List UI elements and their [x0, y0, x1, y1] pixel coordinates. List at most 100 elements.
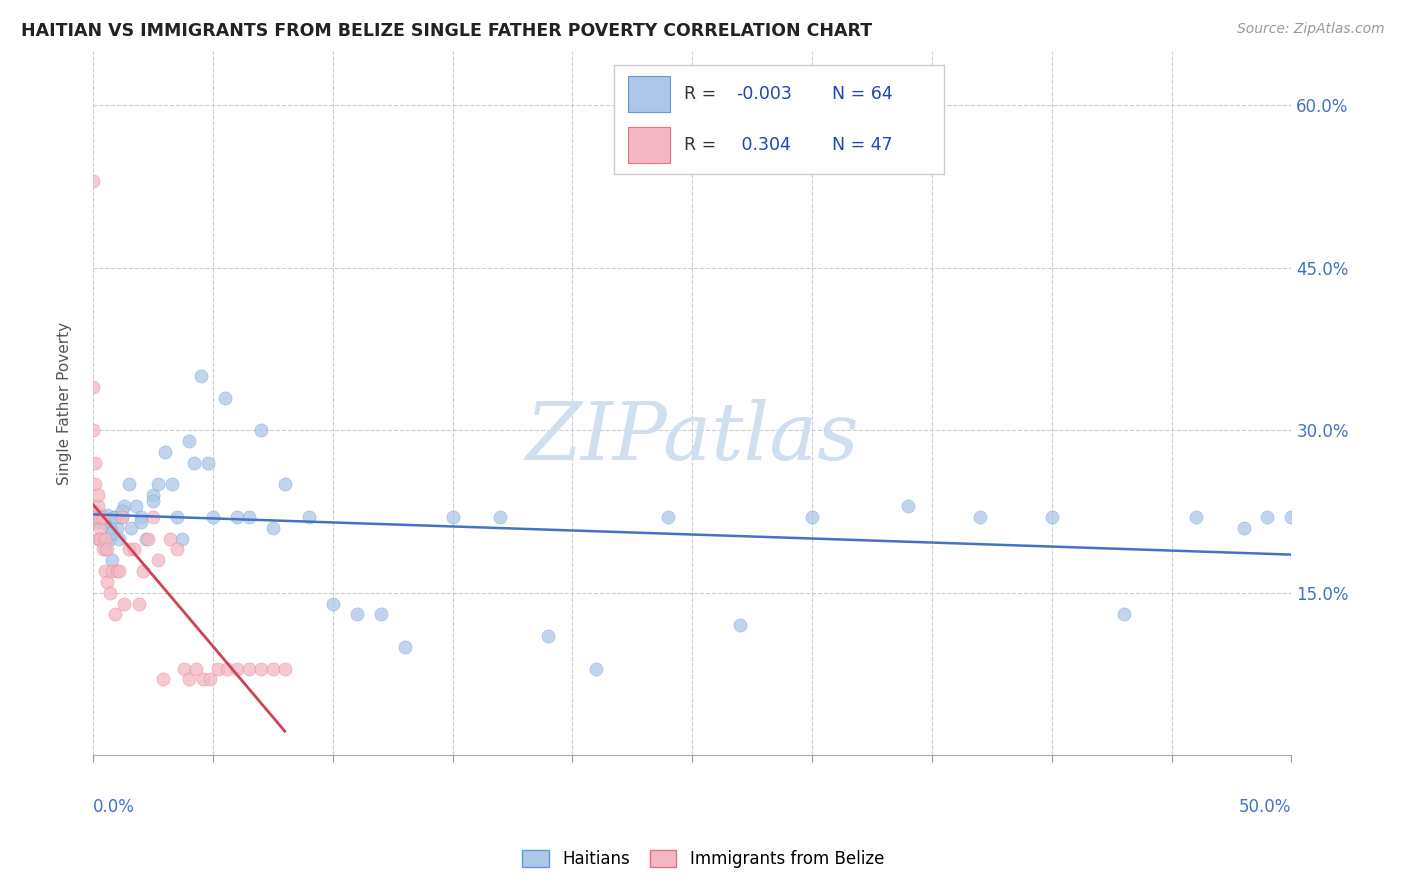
Point [89, 509, 111, 524]
Point [489, 509, 512, 524]
Point [249, 423, 271, 437]
Y-axis label: Single Father Poverty: Single Father Poverty [58, 321, 72, 484]
Point [166, 509, 188, 524]
Text: Source: ZipAtlas.com: Source: ZipAtlas.com [1237, 22, 1385, 37]
Point [129, 516, 152, 530]
Point [89, 532, 111, 546]
Point [177, 434, 200, 448]
Point [111, 509, 134, 524]
Point [120, 521, 142, 535]
Point [108, 564, 131, 578]
Point [142, 488, 165, 502]
Point [89, 521, 111, 535]
Point [82, 423, 104, 437]
Point [214, 391, 236, 405]
Point [96, 508, 118, 522]
Point [1281, 509, 1303, 524]
Point [370, 607, 392, 622]
Point [142, 493, 165, 508]
Point [89, 509, 111, 524]
Point [298, 509, 321, 524]
Point [94, 542, 117, 557]
Point [87, 532, 110, 546]
Point [132, 564, 155, 578]
Point [122, 542, 145, 557]
Point [1040, 509, 1063, 524]
Text: HAITIAN VS IMMIGRANTS FROM BELIZE SINGLE FATHER POVERTY CORRELATION CHART: HAITIAN VS IMMIGRANTS FROM BELIZE SINGLE… [21, 22, 872, 40]
Legend: Haitians, Immigrants from Belize: Haitians, Immigrants from Belize [515, 843, 891, 875]
Point [111, 504, 134, 518]
Point [142, 509, 165, 524]
Point [146, 553, 169, 567]
Point [111, 509, 134, 524]
Point [969, 509, 991, 524]
Point [262, 521, 284, 535]
Point [82, 380, 104, 394]
Point [101, 526, 124, 541]
Point [207, 662, 229, 676]
Point [94, 564, 117, 578]
Point [152, 673, 174, 687]
Point [125, 499, 148, 513]
Point [98, 532, 121, 546]
Point [274, 477, 297, 491]
Point [96, 574, 118, 589]
Point [728, 618, 751, 632]
Point [91, 532, 114, 546]
Point [657, 509, 679, 524]
Point [159, 532, 181, 546]
Point [197, 456, 219, 470]
Point [166, 542, 188, 557]
Point [1256, 509, 1278, 524]
Point [84, 509, 107, 524]
Point [146, 477, 169, 491]
Point [118, 542, 141, 557]
Point [274, 662, 297, 676]
Point [249, 662, 271, 676]
Point [89, 532, 111, 546]
Point [1112, 607, 1135, 622]
Point [103, 509, 125, 524]
Point [183, 456, 205, 470]
Point [394, 640, 416, 654]
Point [135, 532, 157, 546]
Point [108, 532, 131, 546]
Point [128, 597, 150, 611]
Point [262, 662, 284, 676]
Point [170, 532, 193, 546]
Point [225, 662, 247, 676]
Point [129, 509, 152, 524]
Point [346, 607, 368, 622]
Point [160, 477, 183, 491]
Point [94, 516, 117, 530]
Point [103, 607, 125, 622]
Point [84, 477, 107, 491]
Point [190, 368, 212, 383]
Point [441, 509, 464, 524]
Point [118, 477, 141, 491]
Point [177, 673, 200, 687]
Point [87, 516, 110, 530]
Point [184, 662, 207, 676]
Point [217, 662, 239, 676]
Text: 0.0%: 0.0% [93, 797, 135, 815]
Point [225, 509, 247, 524]
Point [84, 504, 107, 518]
Point [201, 509, 224, 524]
Point [200, 673, 222, 687]
Point [105, 564, 128, 578]
Point [897, 499, 920, 513]
Point [91, 542, 114, 557]
Point [91, 516, 114, 530]
Point [1232, 521, 1254, 535]
Point [173, 662, 195, 676]
Point [84, 456, 107, 470]
Point [98, 521, 121, 535]
Point [193, 673, 215, 687]
Point [101, 564, 124, 578]
Point [537, 629, 560, 643]
Text: 50.0%: 50.0% [1239, 797, 1292, 815]
Point [101, 553, 124, 567]
Point [801, 509, 824, 524]
Point [322, 597, 344, 611]
